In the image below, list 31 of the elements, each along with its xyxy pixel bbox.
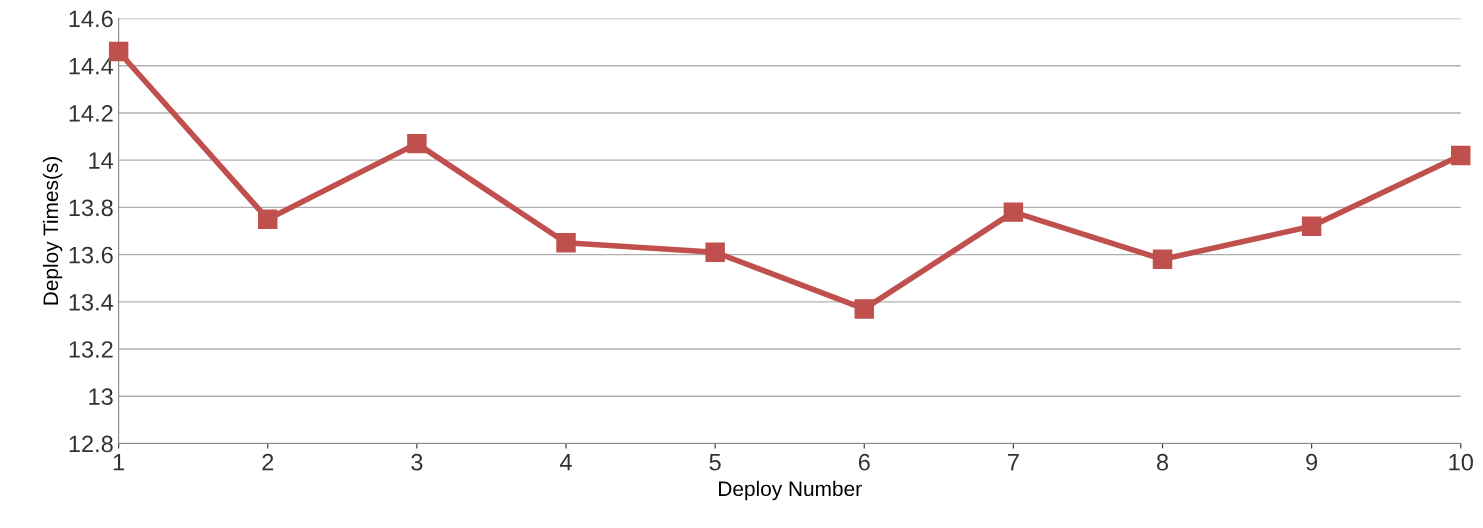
- y-tick-label: 13.8: [69, 199, 113, 217]
- y-axis-title: Deploy Times(s): [42, 157, 63, 305]
- y-tick-label: 14.6: [69, 10, 113, 28]
- y-tick-label: 14.4: [69, 58, 114, 75]
- y-tick-label: 14.2: [69, 105, 113, 122]
- point: [1003, 202, 1024, 222]
- y-tick-label: 12.8: [69, 435, 113, 453]
- x-tick-label: 10: [1449, 453, 1473, 471]
- point: [407, 133, 427, 154]
- x-tick-label: 4: [559, 454, 572, 471]
- y-tick-label: 13.2: [69, 341, 113, 358]
- x-tick-label: 3: [411, 453, 423, 471]
- x-tick-label: 7: [1008, 454, 1019, 471]
- y-tick-label: 13.4: [69, 293, 114, 311]
- x-tick-label: 5: [709, 454, 721, 471]
- point: [258, 209, 278, 229]
- point: [556, 233, 576, 253]
- point: [854, 299, 874, 319]
- y-tick-label: 13.6: [69, 246, 113, 264]
- x-tick-label: 2: [262, 453, 274, 471]
- x-tick-label: 8: [1156, 453, 1169, 471]
- y-tick-label: 13: [89, 388, 113, 406]
- y-tick-label: 14: [89, 152, 114, 169]
- point: [1152, 249, 1173, 270]
- x-tick-label: 6: [858, 453, 870, 471]
- x-tick-label: 1: [113, 454, 125, 471]
- x-axis-title: Deploy Number: [719, 480, 862, 501]
- point: [1451, 145, 1471, 166]
- x-tick-label: 9: [1306, 453, 1318, 471]
- point: [705, 242, 725, 262]
- point: [1301, 216, 1322, 237]
